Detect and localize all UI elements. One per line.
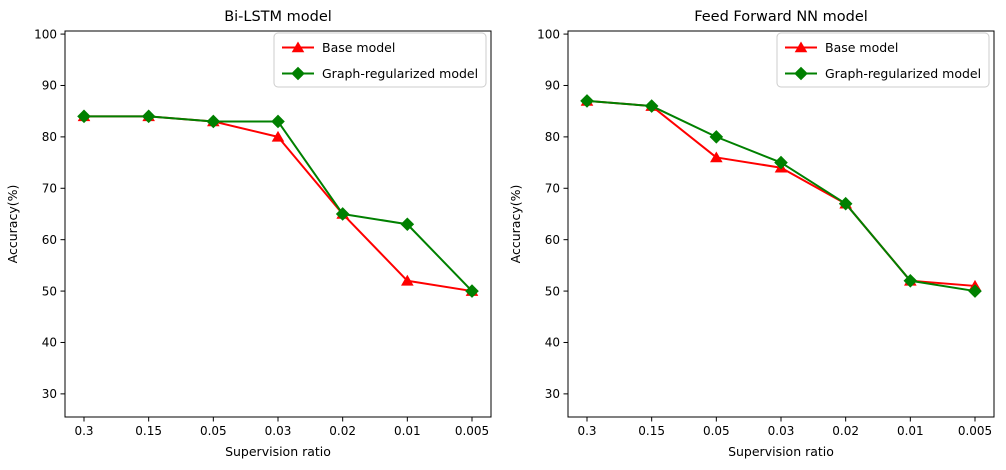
plot-area bbox=[567, 30, 995, 418]
y-tick-label: 90 bbox=[545, 79, 560, 93]
chart-feed-forward-nn: 100 90 80 70 60 50 40 30 0.3 0.15 0.05 0.03 0.02 0.01… bbox=[508, 9, 995, 459]
x-tick-label: 0.005 bbox=[958, 424, 992, 438]
y-tick-label: 30 bbox=[545, 387, 560, 401]
legend-label: Base model bbox=[825, 40, 898, 55]
x-tick-label: 0.03 bbox=[768, 424, 795, 438]
data-point-marker bbox=[335, 207, 350, 221]
y-tick-label: 60 bbox=[545, 233, 560, 247]
data-point-marker bbox=[141, 109, 156, 124]
x-tick-label: 0.15 bbox=[135, 424, 162, 438]
y-tick-label: 100 bbox=[34, 27, 57, 41]
axis-title-y: Accuracy(%) bbox=[5, 185, 20, 264]
data-point-marker bbox=[77, 109, 91, 124]
legend-marker bbox=[291, 66, 305, 81]
y-tick-label: 100 bbox=[537, 27, 560, 41]
series-base-model-line bbox=[586, 99, 976, 287]
series-base-model bbox=[580, 94, 982, 291]
y-tick-label: 60 bbox=[42, 233, 57, 247]
series-graph-regularized-model bbox=[77, 109, 479, 298]
chart-bi-lstm: 100 90 80 70 60 50 40 30 0.3 0.15 0.05 0.03 0.02 0.01… bbox=[5, 9, 492, 459]
y-tick-label: 80 bbox=[42, 130, 57, 144]
axis-title-x: Supervision ratio bbox=[225, 444, 331, 459]
x-tick-label: 0.3 bbox=[74, 424, 93, 438]
data-point-marker bbox=[903, 273, 918, 288]
data-point-marker bbox=[271, 114, 285, 129]
axis-title-y: Accuracy(%) bbox=[508, 185, 523, 264]
series-graph-regularized-model-line bbox=[84, 115, 473, 292]
series-base-model-line bbox=[84, 115, 473, 293]
data-point-marker bbox=[644, 99, 659, 113]
y-tick-label: 80 bbox=[545, 130, 560, 144]
x-tick-label: 0.15 bbox=[638, 424, 665, 438]
y-tick-label: 30 bbox=[42, 387, 57, 401]
x-tick-label: 0.05 bbox=[703, 424, 730, 438]
chart-title: Feed Forward NN model bbox=[694, 9, 868, 25]
data-point-marker bbox=[401, 274, 414, 286]
data-point-marker bbox=[206, 114, 221, 129]
series-base-model bbox=[77, 110, 479, 296]
legend-label: Graph-regularized model bbox=[825, 66, 981, 81]
legend-box bbox=[776, 32, 990, 88]
x-tick-label: 0.02 bbox=[329, 424, 356, 438]
legend: Base model Graph-regularized model bbox=[776, 32, 990, 88]
x-tick-label: 0.05 bbox=[200, 424, 227, 438]
legend-marker bbox=[794, 41, 808, 53]
data-point-marker bbox=[709, 130, 724, 144]
series-graph-regularized-model-line bbox=[586, 99, 976, 293]
data-point-marker bbox=[465, 284, 479, 298]
x-tick-label: 0.01 bbox=[394, 424, 421, 438]
y-tick-label: 90 bbox=[42, 79, 57, 93]
axis-title-x: Supervision ratio bbox=[728, 444, 834, 459]
data-point-marker bbox=[271, 130, 285, 142]
y-tick-label: 70 bbox=[545, 181, 560, 195]
y-tick-label: 50 bbox=[545, 284, 560, 298]
legend-marker bbox=[291, 41, 305, 53]
data-point-marker bbox=[838, 196, 853, 211]
plot-area bbox=[64, 30, 492, 418]
legend-label: Graph-regularized model bbox=[322, 66, 478, 81]
y-tick-label: 40 bbox=[545, 336, 560, 350]
x-tick-label: 0.005 bbox=[455, 424, 489, 438]
y-tick-label: 70 bbox=[42, 181, 57, 195]
x-tick-label: 0.3 bbox=[577, 424, 596, 438]
x-tick-label: 0.02 bbox=[832, 424, 859, 438]
legend: Base model Graph-regularized model bbox=[273, 32, 487, 88]
y-tick-label: 40 bbox=[42, 336, 57, 350]
data-point-marker bbox=[400, 217, 415, 232]
x-tick-label: 0.03 bbox=[265, 424, 292, 438]
data-point-marker bbox=[710, 151, 723, 163]
chart-title: Bi-LSTM model bbox=[224, 9, 332, 25]
legend-label: Base model bbox=[322, 40, 395, 55]
x-tick-label: 0.01 bbox=[897, 424, 924, 438]
legend-box bbox=[273, 32, 487, 88]
y-tick-label: 50 bbox=[42, 284, 57, 298]
series-graph-regularized-model bbox=[580, 94, 982, 298]
